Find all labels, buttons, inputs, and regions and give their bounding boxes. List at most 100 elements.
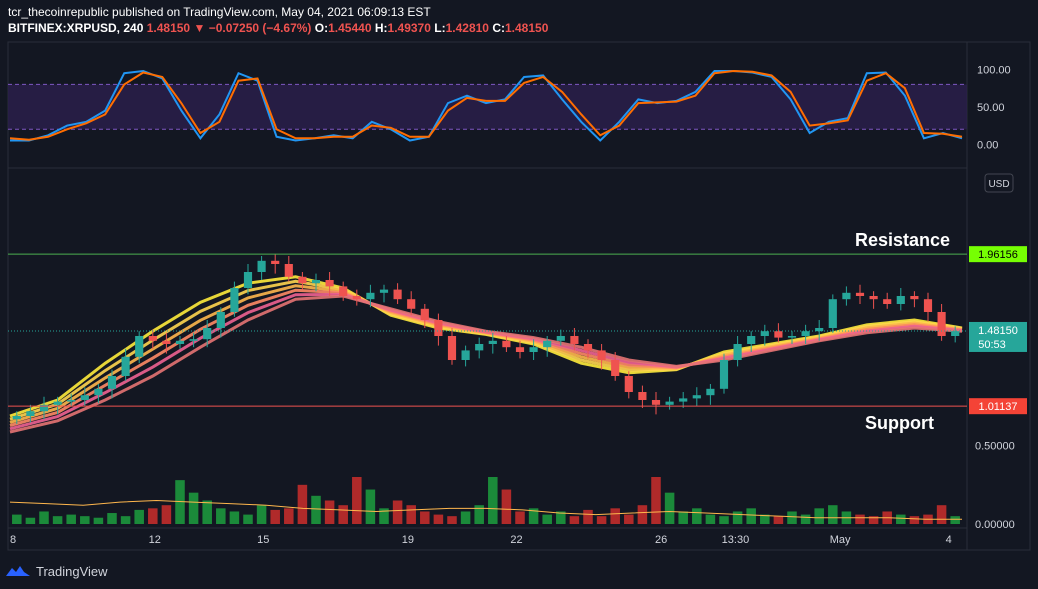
candle-body	[651, 400, 661, 405]
volume-bar	[120, 516, 131, 524]
volume-bar	[868, 516, 879, 524]
time-tick-label: 22	[510, 534, 522, 546]
candle-body	[556, 336, 565, 341]
time-tick-label: 19	[402, 534, 414, 546]
last-price-text: 1.48150	[978, 325, 1018, 337]
time-tick-label: 4	[946, 534, 952, 546]
volume-bar	[950, 516, 960, 524]
candle-body	[352, 296, 361, 300]
volume-bar	[284, 508, 294, 524]
brand-name: TradingView	[36, 563, 108, 579]
volume-bar	[406, 505, 416, 524]
time-axis: 8 12 15 19 22 26 13:30 May 4	[10, 534, 952, 546]
candle-body	[896, 296, 905, 304]
volume-bar	[338, 505, 348, 524]
volume-bar	[936, 505, 947, 524]
volume-bar	[420, 511, 430, 524]
candle-body	[107, 376, 117, 389]
volume-bar	[229, 511, 240, 524]
candle-body	[94, 388, 103, 396]
volume-bar	[719, 516, 729, 524]
chart-header: tcr_thecoinrepublic published on Trading…	[8, 4, 548, 36]
resistance-price-text: 1.96156	[978, 249, 1018, 261]
volume-tick-label: 0.00000	[975, 519, 1015, 531]
resistance-label: Resistance	[855, 230, 950, 250]
candle-body	[325, 280, 334, 287]
candle-body	[488, 340, 497, 344]
low-value: 1.42810	[445, 21, 489, 35]
volume-bar	[732, 511, 743, 524]
candle-body	[665, 401, 674, 405]
candle-body	[230, 288, 239, 312]
volume-bar	[746, 508, 756, 524]
candle-body	[515, 347, 525, 352]
volume-bar	[773, 516, 784, 524]
publish-info: tcr_thecoinrepublic published on Trading…	[8, 5, 431, 19]
volume-bar	[80, 516, 90, 524]
candle-body	[216, 312, 225, 328]
candle-body	[148, 336, 157, 341]
candle-body	[39, 404, 49, 412]
volume-bar	[624, 514, 634, 524]
candle-body	[298, 276, 307, 284]
support-price-tag	[969, 398, 1027, 415]
volume-bar	[896, 514, 906, 524]
resistance-price-tag	[969, 246, 1027, 263]
volume-bar	[488, 477, 498, 524]
close-label: C:	[492, 21, 505, 35]
candle-body	[624, 376, 633, 392]
tradingview-logo-icon	[6, 566, 30, 576]
candle-body	[760, 331, 769, 336]
chart-border	[7, 41, 1031, 551]
candle-body	[475, 344, 484, 351]
candle-body	[461, 350, 470, 360]
volume-bar	[556, 511, 566, 524]
candle-body	[815, 328, 824, 332]
candle-body	[366, 292, 375, 300]
close-value: 1.48150	[505, 21, 549, 35]
candle-body	[937, 312, 946, 336]
time-tick-label: 15	[257, 534, 269, 546]
volume-bar	[787, 511, 797, 524]
price-change: −0.07250 (−4.67%)	[208, 21, 312, 35]
candle-body	[393, 289, 402, 300]
candle-body	[420, 308, 429, 320]
time-tick-label: 12	[149, 534, 161, 546]
candle-body	[679, 398, 688, 402]
volume-bar	[175, 480, 185, 524]
price-pane: USD Resistance Support 1.96156 1.01137 1…	[8, 173, 1027, 434]
candle-body	[706, 388, 715, 396]
candle-body	[719, 360, 729, 389]
volume-bar	[270, 509, 280, 524]
candle-body	[502, 340, 511, 348]
volume-pane: 0.50000 0.00000	[9, 441, 1015, 531]
candle-body	[951, 331, 960, 336]
volume-bar	[39, 511, 49, 524]
candle-body	[597, 350, 606, 360]
open-value: 1.45440	[328, 21, 372, 35]
volume-bar	[664, 492, 675, 524]
volume-bar	[705, 514, 716, 524]
volume-bar	[392, 500, 403, 524]
candle-body	[923, 299, 933, 312]
down-arrow-icon: ▼	[193, 21, 206, 35]
ema-ribbon-line	[9, 284, 963, 424]
volume-bar	[651, 477, 661, 524]
high-value: 1.49370	[387, 21, 431, 35]
volume-bar	[583, 509, 593, 524]
candle-body	[379, 289, 389, 293]
candle-body	[747, 336, 756, 344]
volume-bar	[12, 514, 22, 524]
stochastic-tick-label: 50.00	[977, 102, 1005, 114]
candle-body	[311, 280, 321, 284]
candle-body	[434, 320, 443, 336]
volume-bar	[610, 508, 620, 524]
symbol-info: BITFINEX:XRPUSD, 240 1.48150 ▼ −0.07250 …	[8, 20, 548, 36]
volume-bar	[66, 514, 76, 524]
candle-body	[883, 299, 892, 304]
ema-ribbon-line	[9, 294, 963, 434]
low-label: L:	[434, 21, 446, 35]
last-price-tag	[969, 321, 1027, 352]
candle-body	[774, 331, 783, 338]
